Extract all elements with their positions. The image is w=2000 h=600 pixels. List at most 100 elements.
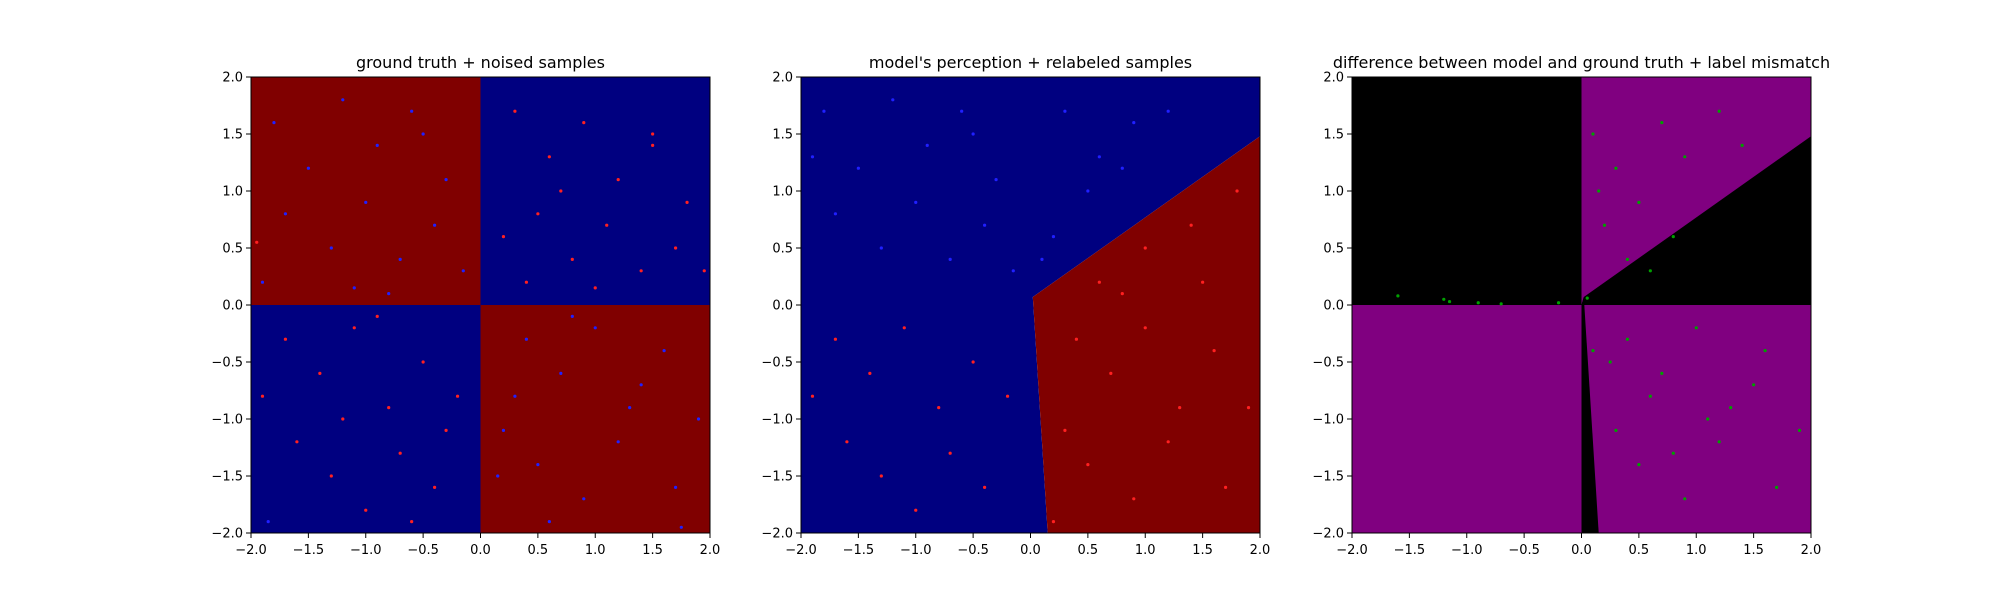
point-s1-7 — [1625, 257, 1629, 261]
point-s2-26 — [398, 451, 402, 455]
point-s1-29 — [639, 383, 643, 387]
point-s1-28 — [1797, 428, 1802, 432]
point-s1-1 — [272, 121, 276, 125]
point-s1-9 — [364, 200, 368, 204]
point-s2-22 — [455, 394, 460, 398]
point-s1-15 — [1694, 326, 1698, 330]
point-s1-9 — [914, 200, 918, 204]
point-s2-20 — [971, 360, 975, 364]
y-tick-label: 1.0 — [772, 185, 793, 200]
point-s2-16 — [702, 269, 706, 273]
region-4 — [480, 305, 710, 533]
point-s1-11 — [983, 223, 987, 227]
y-tick-label: −2.0 — [211, 527, 243, 542]
point-s2-19 — [352, 326, 356, 330]
point-s2-11 — [639, 269, 643, 273]
point-s2-6 — [1063, 428, 1067, 432]
point-s1-22 — [1120, 166, 1124, 170]
point-s1-28 — [547, 520, 551, 524]
point-s1-3 — [341, 98, 345, 102]
chart-title: model's perception + relabeled samples — [869, 53, 1192, 72]
x-tick-label: −2.0 — [785, 543, 817, 558]
point-s1-13 — [1063, 109, 1067, 113]
point-s1-12 — [1740, 143, 1744, 147]
point-s1-15 — [1132, 121, 1136, 125]
point-s2-12 — [1143, 246, 1147, 250]
y-tick-label: −1.0 — [211, 413, 243, 428]
x-tick-label: 0.0 — [1020, 543, 1041, 558]
point-s2-18 — [318, 371, 322, 375]
region-1 — [801, 77, 1260, 533]
point-s1-11 — [433, 223, 437, 227]
point-s1-10 — [948, 257, 952, 261]
point-s2-31 — [341, 417, 345, 421]
point-s1-23 — [1648, 394, 1652, 398]
point-s2-10 — [605, 223, 609, 227]
x-tick-label: −0.5 — [957, 543, 989, 558]
point-s2-33 — [651, 132, 655, 136]
point-s2-14 — [1235, 189, 1239, 193]
point-s2-28 — [1051, 520, 1056, 524]
point-s1-8 — [1648, 269, 1652, 273]
point-s2-1 — [513, 109, 517, 113]
point-s1-27 — [1608, 360, 1612, 364]
point-s1-5 — [1683, 155, 1687, 159]
y-tick-label: 1.0 — [1323, 185, 1344, 200]
point-s2-5 — [1212, 349, 1216, 353]
x-tick-label: 2.0 — [700, 543, 721, 558]
point-s1-22 — [501, 428, 506, 432]
point-s1-24 — [582, 497, 586, 501]
point-s2-19 — [937, 406, 941, 410]
x-tick-label: −0.5 — [407, 543, 439, 558]
point-s1-16 — [1051, 235, 1056, 239]
chart-panel-3: −2.0 −1.5 −1.0 −0.5 0.0 0.5 1.0 1.5 2.0 −2.0 −1.5 −… — [1312, 53, 1830, 558]
point-s1-26 — [673, 485, 678, 489]
y-tick-label: −1.5 — [211, 470, 243, 485]
point-s1-30 — [1442, 297, 1446, 301]
point-s1-14 — [1660, 371, 1664, 375]
point-s1-21 — [810, 155, 815, 159]
point-s1-1 — [1591, 132, 1595, 136]
region-1 — [251, 77, 481, 305]
chart-panel-1: −2.0 −1.5 −1.0 −0.5 0.0 0.5 1.0 1.5 2.0 −2.0 −1.5 −… — [211, 53, 720, 558]
x-tick-label: −1.5 — [843, 543, 875, 558]
point-s1-4 — [1660, 121, 1664, 125]
y-tick-label: 2.0 — [1323, 71, 1344, 86]
point-s1-8 — [329, 246, 333, 250]
plot-area — [801, 77, 1260, 533]
x-tick-label: 1.0 — [1135, 543, 1156, 558]
point-s2-2 — [547, 155, 551, 159]
point-s2-3 — [582, 121, 586, 125]
point-s2-34 — [255, 240, 259, 244]
point-s2-3 — [1143, 326, 1147, 330]
point-s1-10 — [398, 257, 402, 261]
point-s1-2 — [856, 166, 860, 170]
point-s2-7 — [1086, 463, 1090, 467]
point-s1-30 — [696, 417, 701, 421]
point-s1-11 — [1597, 189, 1601, 193]
point-s2-4 — [1178, 406, 1182, 410]
y-tick-label: 1.5 — [1323, 128, 1344, 143]
point-s1-5 — [960, 109, 964, 113]
y-tick-label: 2.0 — [222, 71, 243, 86]
point-s1-2 — [306, 166, 310, 170]
point-s2-8 — [1132, 497, 1136, 501]
point-s1-3 — [891, 98, 895, 102]
point-s1-12 — [461, 269, 465, 273]
x-tick-label: 0.5 — [1078, 543, 1099, 558]
point-s1-22 — [1774, 485, 1779, 489]
y-tick-label: 0.5 — [772, 242, 793, 257]
region-2 — [1352, 77, 1582, 305]
point-s2-2 — [1109, 371, 1113, 375]
point-s2-21 — [1005, 394, 1010, 398]
point-s1-13 — [1625, 337, 1629, 341]
point-s2-29 — [375, 314, 379, 318]
point-s2-32 — [410, 520, 414, 524]
chart-title: difference between model and ground trut… — [1333, 53, 1830, 72]
point-s2-18 — [902, 326, 906, 330]
y-tick-label: 0.5 — [1323, 242, 1344, 257]
plot-area — [251, 77, 710, 533]
point-s1-18 — [559, 371, 563, 375]
point-s1-32 — [1476, 301, 1480, 305]
